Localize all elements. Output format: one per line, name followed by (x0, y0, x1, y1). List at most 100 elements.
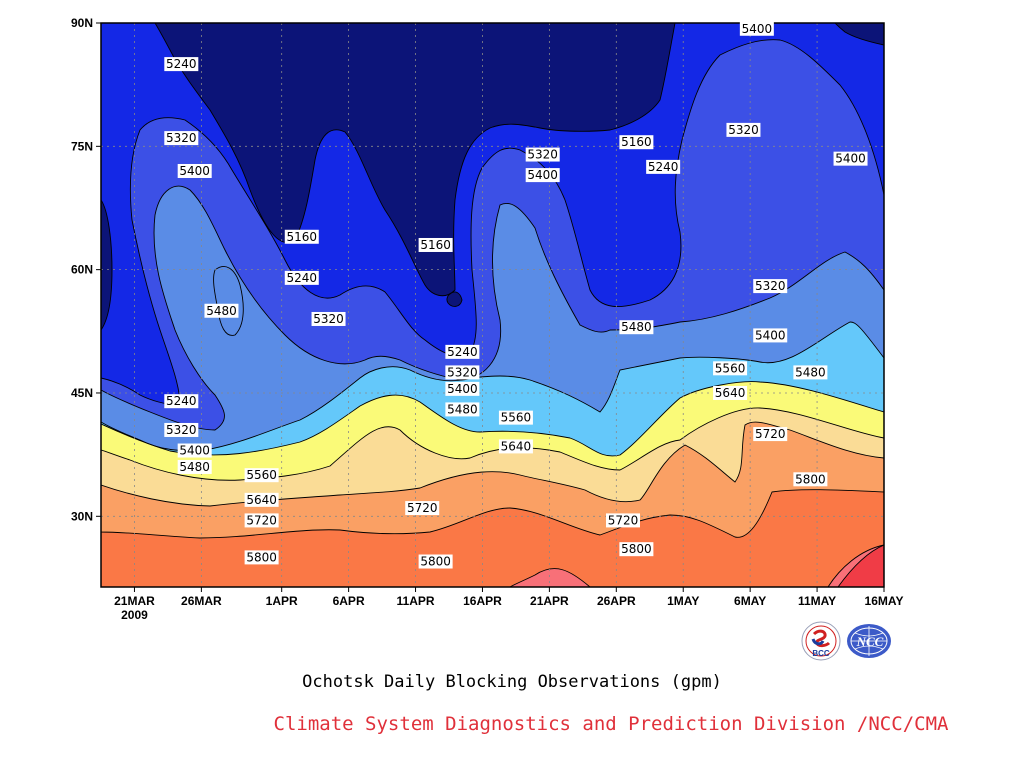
contour-label: 5240 (445, 344, 480, 359)
contour-label-box (619, 542, 654, 557)
contour-label-text: 5320 (728, 123, 759, 137)
contour-label: 5160 (418, 237, 453, 252)
contour-label: 5240 (646, 159, 681, 174)
y-tick-label: 30N (71, 509, 93, 523)
contour-label-box (445, 402, 480, 417)
contour-label-box (445, 365, 480, 380)
contour-label-box (164, 394, 199, 409)
x-year-label: 2009 (121, 608, 148, 622)
contour-label: 5400 (445, 381, 480, 396)
contour-label-box (177, 443, 212, 458)
y-tick-label: 60N (71, 263, 93, 277)
contour-label: 5480 (445, 402, 480, 417)
fill-band-5080 (101, 23, 884, 330)
contour-label: 5320 (445, 365, 480, 380)
contour-label: 5480 (793, 365, 828, 380)
x-tick-label: 1APR (266, 594, 298, 608)
contour-label: 5400 (833, 151, 868, 166)
contour-label: 5240 (164, 57, 199, 72)
contour-label-text: 5480 (447, 402, 478, 416)
contour-label-box (445, 344, 480, 359)
contour-label-box (833, 151, 868, 166)
contour-label-text: 5480 (179, 460, 210, 474)
contour-label-text: 5240 (447, 345, 478, 359)
contour-line (101, 23, 884, 406)
contour-label: 5720 (753, 427, 788, 442)
chart-title: Ochotsk Daily Blocking Observations (gpm… (302, 672, 722, 692)
contour-line (101, 23, 884, 507)
contour-label-text: 5720 (755, 427, 786, 441)
contour-label-text: 5720 (246, 513, 277, 527)
bcc-logo-text: BCC (812, 649, 830, 658)
x-tick-label: 21APR (530, 594, 569, 608)
contour-label-text: 5320 (166, 131, 197, 145)
x-tick-label: 11APR (397, 594, 435, 608)
contour-label-box (284, 229, 319, 244)
contour-label-box (177, 459, 212, 474)
contour-label: 5320 (726, 122, 761, 137)
contour-label-text: 5240 (648, 160, 679, 174)
contour-label-box (244, 513, 279, 528)
contour-label: 5400 (739, 21, 774, 36)
contour-label-text: 5400 (742, 22, 773, 36)
contour-label-box (445, 381, 480, 396)
contour-label: 5400 (177, 163, 212, 178)
x-tick-label: 21MAR (114, 594, 155, 608)
contour-labels: 5240 5320 5400 5480 5160 5240 5320 5160 5240 5320… (164, 21, 868, 569)
contour-label-text: 5560 (501, 411, 532, 425)
contour-fills (101, 23, 884, 587)
credit-text: Climate System Diagnostics and Predictio… (273, 713, 949, 735)
contour-label-box (164, 422, 199, 437)
contour-label-box (204, 303, 239, 318)
contour-label: 5800 (244, 550, 279, 565)
contour-label: 5320 (525, 147, 560, 162)
contour-label: 5720 (606, 513, 640, 528)
contour-line (101, 23, 884, 431)
contour-label-text: 5560 (715, 361, 746, 375)
contour-label: 5480 (177, 459, 212, 474)
contour-label: 5480 (619, 320, 654, 335)
contour-label-box (244, 492, 279, 507)
contour-label: 5320 (311, 311, 346, 326)
contour-label: 5240 (284, 270, 319, 285)
contour-label: 5160 (619, 135, 654, 150)
contour-label-text: 5720 (407, 501, 438, 515)
contour-label-box (418, 554, 453, 569)
contour-label: 5400 (177, 443, 212, 458)
contour-label: 5240 (164, 394, 199, 409)
bcc-logo: BCC (801, 621, 841, 661)
contour-label-text: 5400 (755, 328, 786, 342)
contour-label-text: 5240 (166, 57, 197, 71)
contour-label-box (164, 131, 199, 146)
contour-label-box (498, 439, 533, 454)
contour-label-box (311, 311, 346, 326)
contour-label-text: 5480 (206, 304, 237, 318)
contour-label-text: 5240 (286, 271, 317, 285)
contour-label: 5720 (244, 513, 279, 528)
contour-label: 5320 (164, 131, 199, 146)
x-tick-label: 26APR (597, 594, 636, 608)
contour-line (101, 23, 884, 331)
contour-label: 5640 (713, 385, 748, 400)
contour-label-text: 5320 (313, 312, 344, 326)
x-tick-label: 16APR (463, 594, 502, 608)
contour-label: 5400 (525, 168, 560, 183)
contour-label: 5160 (284, 229, 319, 244)
contour-label-text: 5480 (621, 320, 652, 334)
contour-label: 5560 (244, 468, 279, 483)
contour-label-text: 5720 (608, 513, 639, 527)
contour-label-box (753, 279, 788, 294)
contour-label: 5800 (793, 472, 828, 487)
contour-label-text: 5160 (420, 238, 451, 252)
contour-label-box (726, 122, 761, 137)
contour-line (101, 23, 884, 539)
contour-label-box (244, 550, 279, 565)
contour-label-text: 5640 (246, 493, 277, 507)
contour-label-box (739, 21, 774, 36)
contour-label-text: 5400 (527, 168, 558, 182)
contour-label: 5480 (204, 303, 239, 318)
contour-label: 5560 (498, 410, 533, 425)
contour-label-text: 5800 (795, 472, 826, 486)
x-tick-label: 26MAR (181, 594, 222, 608)
